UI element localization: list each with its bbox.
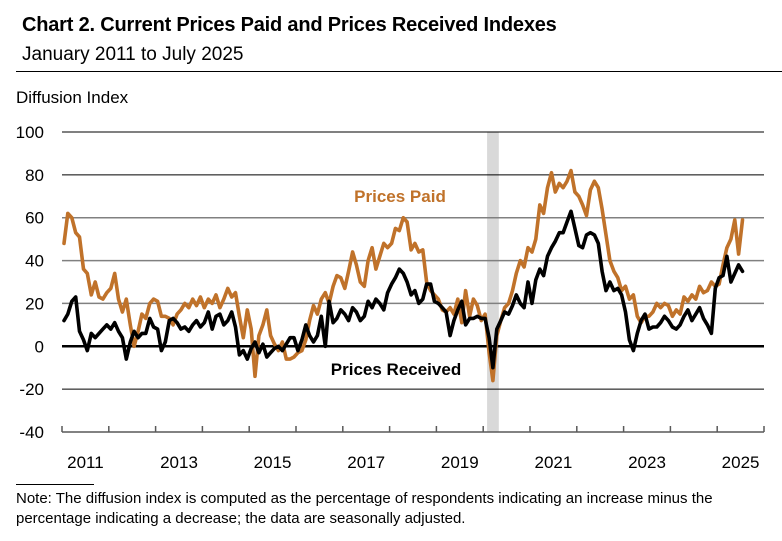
title-divider	[16, 71, 782, 72]
y-tick-label: -40	[19, 423, 44, 442]
y-tick-label: 100	[16, 123, 44, 142]
y-tick-label: 0	[35, 337, 44, 356]
series-line-prices-received	[62, 209, 745, 370]
chart-note: Note: The diffusion index is computed as…	[16, 490, 713, 527]
y-tick-label: 60	[25, 209, 44, 228]
y-tick-label: 20	[25, 294, 44, 313]
recession-layer	[487, 132, 499, 432]
gridlines	[62, 131, 764, 390]
x-tick-labels: 2011 2013 2015 2017 2019 2021 2023 2025	[67, 453, 759, 472]
y-tick-label: 40	[25, 252, 44, 271]
x-tick-label: 2013	[160, 453, 198, 472]
x-tick-label: 2019	[441, 453, 479, 472]
x-tick-label: 2015	[254, 453, 292, 472]
series-label-prices-paid: Prices Paid	[354, 187, 446, 206]
x-tick-label: 2025	[722, 453, 760, 472]
x-tick-label: 2017	[347, 453, 385, 472]
y-tick-labels: 100 80 60 40 20 0 -20 -40	[16, 123, 44, 442]
note-divider	[16, 484, 94, 485]
x-axis	[61, 426, 765, 433]
x-tick-label: 2021	[534, 453, 572, 472]
series-line-prices-paid	[62, 168, 745, 383]
y-tick-label: -20	[19, 380, 44, 399]
series-label-prices-received: Prices Received	[331, 360, 461, 379]
y-axis-title: Diffusion Index	[16, 88, 129, 107]
recession-bar	[487, 132, 499, 432]
x-tick-label: 2011	[67, 453, 104, 472]
y-tick-label: 80	[25, 166, 44, 185]
chart-subtitle: January 2011 to July 2025	[22, 44, 244, 65]
chart-title: Chart 2. Current Prices Paid and Prices …	[22, 14, 557, 36]
series-lines	[62, 168, 745, 383]
x-tick-label: 2023	[628, 453, 666, 472]
